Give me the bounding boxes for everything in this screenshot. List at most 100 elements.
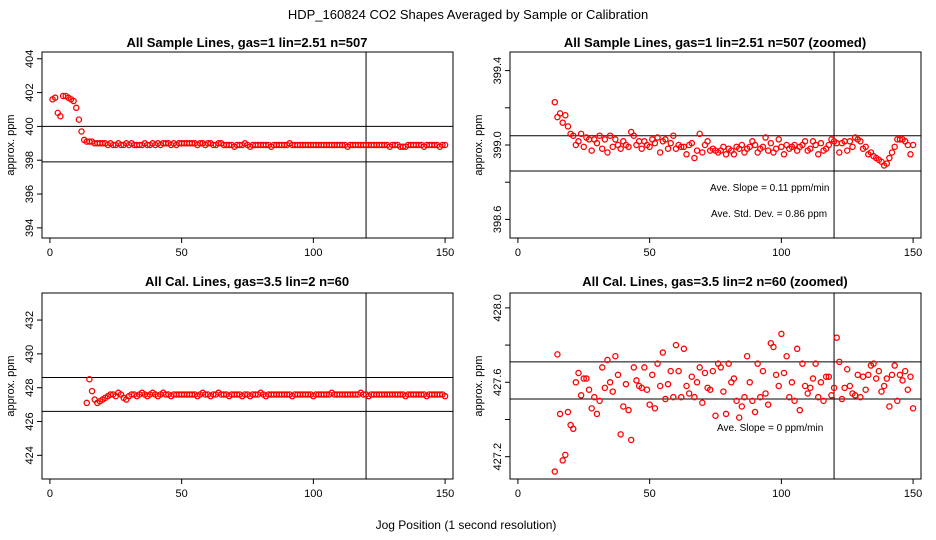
- y-tick-label: 427.6: [492, 369, 504, 397]
- data-point: [617, 145, 624, 152]
- data-point: [564, 408, 572, 416]
- data-point: [775, 382, 782, 390]
- data-point: [569, 132, 577, 139]
- y-axis-label: approx. ppm: [5, 114, 17, 175]
- data-point: [801, 138, 809, 145]
- figure-title: HDP_160824 CO2 Shapes Averaged by Sample…: [288, 7, 648, 22]
- data-point: [593, 139, 601, 147]
- data-point: [580, 143, 588, 151]
- data-point: [678, 143, 685, 151]
- data-point: [746, 143, 754, 151]
- data-point: [609, 143, 617, 151]
- data-point: [583, 375, 590, 382]
- data-point: [667, 139, 674, 147]
- data-point: [825, 373, 833, 380]
- data-point: [757, 393, 764, 401]
- x-tick-label: 100: [772, 247, 790, 259]
- data-point: [888, 371, 896, 379]
- data-point: [562, 451, 569, 459]
- data-point: [846, 382, 854, 390]
- data-point: [854, 371, 862, 379]
- data-point: [683, 151, 690, 158]
- panel-sample-lines-zoomed: All Sample Lines, gas=1 lin=2.51 n=507 (…: [473, 35, 922, 259]
- data-point: [822, 373, 830, 380]
- data-point: [630, 364, 638, 371]
- data-point: [807, 145, 814, 152]
- data-point: [899, 377, 906, 384]
- data-point: [598, 145, 606, 152]
- data-point: [865, 371, 872, 379]
- data-point: [588, 147, 595, 154]
- data-point: [556, 410, 564, 418]
- data-point: [699, 399, 706, 406]
- data-point: [746, 379, 754, 386]
- data-point: [696, 364, 703, 371]
- data-point: [575, 369, 582, 377]
- data-point: [551, 468, 559, 475]
- data-point: [564, 123, 572, 130]
- data-point: [730, 375, 738, 382]
- data-point: [812, 360, 819, 367]
- data-point: [651, 405, 659, 412]
- annotation-ave-std-dev: Ave. Std. Dev. = 0.86 ppm: [711, 209, 827, 220]
- data-point: [767, 139, 775, 147]
- data-point: [439, 141, 446, 149]
- data-point: [662, 395, 669, 403]
- data-point: [791, 397, 798, 405]
- data-point: [907, 373, 914, 380]
- data-point: [627, 436, 635, 444]
- data-point: [815, 393, 822, 401]
- data-point: [596, 132, 603, 139]
- data-point: [735, 414, 743, 421]
- data-point: [896, 136, 904, 143]
- data-point: [783, 352, 790, 360]
- y-tick-label: 399.4: [492, 57, 504, 85]
- data-point: [749, 397, 756, 405]
- data-point: [796, 406, 804, 414]
- data-point: [862, 386, 869, 393]
- data-point: [722, 151, 730, 158]
- data-point: [70, 97, 77, 105]
- x-tick-label: 150: [904, 247, 922, 259]
- data-point: [667, 367, 674, 375]
- data-point: [604, 356, 611, 364]
- data-point: [664, 145, 672, 152]
- data-point: [562, 111, 569, 119]
- data-point: [743, 352, 751, 360]
- data-point: [57, 113, 64, 120]
- y-axis-label: approx. ppm: [473, 355, 485, 416]
- data-point: [907, 151, 914, 158]
- data-point: [678, 393, 685, 401]
- x-tick-label: 0: [47, 247, 53, 259]
- data-point: [598, 364, 606, 371]
- data-point: [591, 393, 598, 401]
- data-point: [73, 104, 80, 112]
- x-axis-label: Jog Position (1 second resolution): [376, 518, 557, 532]
- y-tick-label: 427.2: [492, 443, 504, 471]
- data-point: [604, 149, 611, 156]
- data-point: [801, 382, 809, 390]
- data-point: [585, 386, 593, 393]
- annotation-ave-slope: Ave. Slope = 0 ppm/min: [717, 423, 823, 434]
- data-point: [588, 405, 595, 412]
- data-point: [812, 141, 819, 149]
- data-point: [693, 147, 701, 154]
- y-axis-label: approx. ppm: [5, 355, 17, 416]
- data-point: [891, 143, 898, 151]
- data-point: [601, 136, 609, 143]
- data-point: [688, 373, 696, 380]
- data-point: [754, 360, 761, 367]
- panel-title: All Sample Lines, gas=1 lin=2.51 n=507 (…: [564, 35, 866, 50]
- data-point: [780, 369, 788, 377]
- data-point: [612, 136, 619, 143]
- data-point: [772, 145, 780, 152]
- data-point: [680, 143, 688, 151]
- data-point: [786, 393, 793, 401]
- data-point: [762, 134, 769, 141]
- data-point: [656, 382, 664, 390]
- data-point: [780, 151, 788, 158]
- data-point: [683, 382, 690, 390]
- data-point: [807, 384, 814, 392]
- x-tick-label: 50: [176, 247, 188, 259]
- data-point: [825, 141, 833, 149]
